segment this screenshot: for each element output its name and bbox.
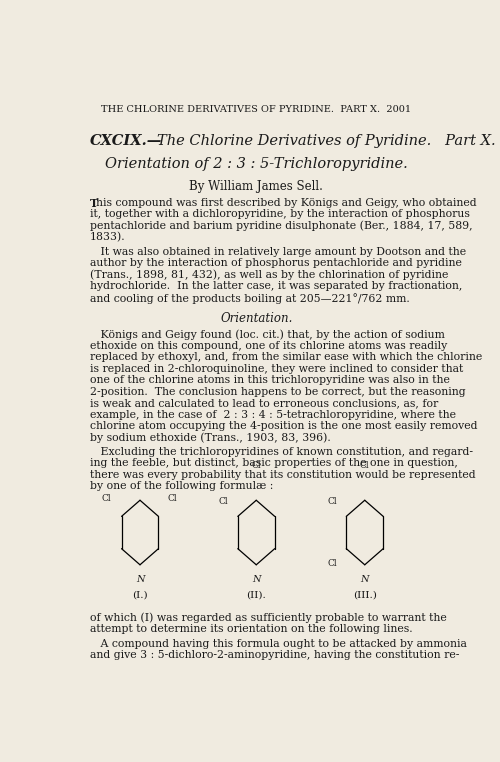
Text: Cl: Cl bbox=[328, 559, 338, 568]
Text: Cl: Cl bbox=[252, 460, 261, 469]
Text: and give 3 : 5-dichloro-2-aminopyridine, having the constitution re-: and give 3 : 5-dichloro-2-aminopyridine,… bbox=[90, 650, 459, 660]
Text: A compound having this formula ought to be attacked by ammonia: A compound having this formula ought to … bbox=[90, 639, 466, 648]
Text: N: N bbox=[136, 575, 144, 584]
Text: (Trans., 1898, 81, 432), as well as by the chlorination of pyridine: (Trans., 1898, 81, 432), as well as by t… bbox=[90, 270, 448, 280]
Text: Cl: Cl bbox=[101, 494, 111, 503]
Text: replaced by ethoxyl, and, from the similar ease with which the chlorine: replaced by ethoxyl, and, from the simil… bbox=[90, 352, 482, 363]
Text: and cooling of the products boiling at 205—221°/762 mm.: and cooling of the products boiling at 2… bbox=[90, 293, 409, 303]
Text: 1833).: 1833). bbox=[90, 232, 125, 242]
Text: N: N bbox=[252, 575, 260, 584]
Text: author by the interaction of phosphorus pentachloride and pyridine: author by the interaction of phosphorus … bbox=[90, 258, 462, 268]
Text: Cl: Cl bbox=[328, 497, 338, 506]
Text: one of the chlorine atoms in this trichloropyridine was also in the: one of the chlorine atoms in this trichl… bbox=[90, 375, 450, 386]
Text: Cl: Cl bbox=[360, 460, 370, 469]
Text: Cl: Cl bbox=[218, 497, 228, 506]
Text: Orientation of 2 : 3 : 5-Trichloropyridine.: Orientation of 2 : 3 : 5-Trichloropyridi… bbox=[105, 156, 408, 171]
Text: his compound was first described by Königs and Geigy, who obtained: his compound was first described by Köni… bbox=[96, 197, 477, 207]
Text: T: T bbox=[90, 197, 98, 209]
Text: pentachloride and barium pyridine disulphonate (Ber., 1884, 17, 589,: pentachloride and barium pyridine disulp… bbox=[90, 220, 472, 231]
Text: Excluding the trichloropyridines of known constitution, and regard-: Excluding the trichloropyridines of know… bbox=[90, 447, 472, 457]
Text: Orientation.: Orientation. bbox=[220, 312, 292, 325]
Text: (I.): (I.) bbox=[132, 591, 148, 600]
Text: ethoxide on this compound, one of its chlorine atoms was readily: ethoxide on this compound, one of its ch… bbox=[90, 341, 447, 351]
Text: by one of the following formulæ :: by one of the following formulæ : bbox=[90, 481, 273, 491]
Text: Königs and Geigy found (loc. cit.) that, by the action of sodium: Königs and Geigy found (loc. cit.) that,… bbox=[90, 329, 444, 340]
Text: by sodium ethoxide (Trans., 1903, 83, 396).: by sodium ethoxide (Trans., 1903, 83, 39… bbox=[90, 433, 330, 443]
Text: chlorine atom occupying the 4-position is the one most easily removed: chlorine atom occupying the 4-position i… bbox=[90, 421, 477, 431]
Text: example, in the case of  2 : 3 : 4 : 5-tetrachloropyridine, where the: example, in the case of 2 : 3 : 4 : 5-te… bbox=[90, 410, 456, 420]
Text: of which (I) was regarded as sufficiently probable to warrant the: of which (I) was regarded as sufficientl… bbox=[90, 613, 446, 623]
Text: (III.): (III.) bbox=[353, 591, 376, 600]
Text: there was every probability that its constitution would be represented: there was every probability that its con… bbox=[90, 469, 475, 480]
Text: It was also obtained in relatively large amount by Dootson and the: It was also obtained in relatively large… bbox=[90, 247, 466, 257]
Text: Cl: Cl bbox=[167, 494, 177, 503]
Text: By William James Sell.: By William James Sell. bbox=[190, 180, 323, 193]
Text: THE CHLORINE DERIVATIVES OF PYRIDINE.  PART X.  2001: THE CHLORINE DERIVATIVES OF PYRIDINE. PA… bbox=[101, 105, 412, 114]
Text: attempt to determine its orientation on the following lines.: attempt to determine its orientation on … bbox=[90, 624, 412, 634]
Text: CXCIX.—: CXCIX.— bbox=[90, 134, 162, 149]
Text: is replaced in 2-chloroquinoline, they were inclined to consider that: is replaced in 2-chloroquinoline, they w… bbox=[90, 363, 463, 374]
Text: N: N bbox=[360, 575, 369, 584]
Text: 2-position.  The conclusion happens to be correct, but the reasoning: 2-position. The conclusion happens to be… bbox=[90, 387, 465, 397]
Text: (II).: (II). bbox=[246, 591, 266, 600]
Text: The Chlorine Derivatives of Pyridine.   Part X.: The Chlorine Derivatives of Pyridine. Pa… bbox=[158, 134, 496, 149]
Text: ing the feeble, but distinct, basic properties of the one in question,: ing the feeble, but distinct, basic prop… bbox=[90, 458, 458, 469]
Text: is weak and calculated to lead to erroneous conclusions, as, for: is weak and calculated to lead to errone… bbox=[90, 399, 438, 408]
Text: it, together with a dichloropyridine, by the interaction of phosphorus: it, together with a dichloropyridine, by… bbox=[90, 209, 470, 219]
Text: hydrochloride.  In the latter case, it was separated by fractionation,: hydrochloride. In the latter case, it wa… bbox=[90, 281, 462, 291]
